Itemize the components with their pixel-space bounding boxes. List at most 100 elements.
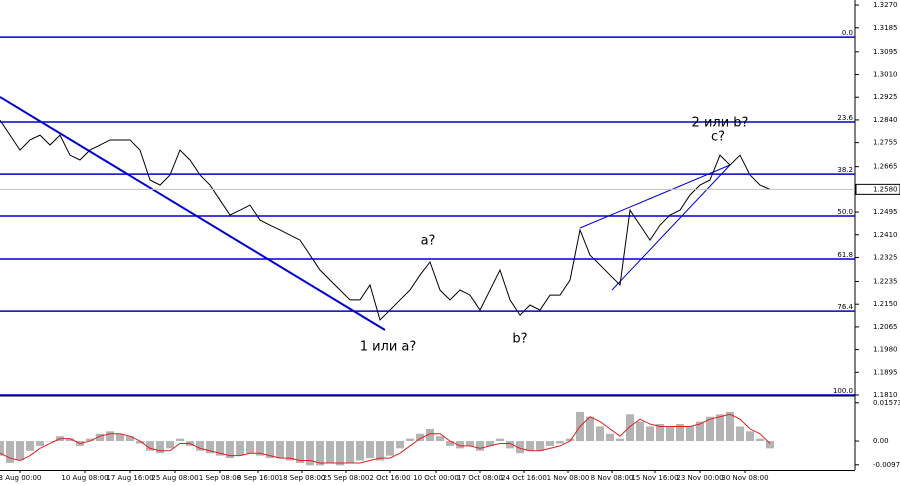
y-tick-label: -0.00977 [873, 461, 900, 469]
y-tick-label: 1.3270 [873, 1, 898, 9]
y-tick-label: 1.1980 [873, 346, 898, 354]
histogram-bar [286, 441, 294, 461]
x-tick-label: 2 Oct 16:00 [369, 474, 410, 482]
histogram-bar [436, 436, 444, 442]
histogram-bar [676, 424, 684, 442]
histogram-bar [36, 441, 44, 446]
histogram-bar [96, 433, 104, 442]
histogram-bar [106, 431, 114, 442]
current-price-box [855, 183, 900, 195]
x-tick-label: 17 Aug 16:00 [106, 474, 153, 482]
y-tick-label: 1.2925 [873, 93, 898, 101]
histogram-bar [636, 421, 644, 442]
histogram-bar [326, 441, 334, 463]
histogram-bar [746, 431, 754, 442]
y-tick-label: 1.2325 [873, 253, 898, 261]
y-tick-label: 1.2065 [873, 323, 898, 331]
histogram-bar [126, 436, 134, 442]
trend-line [0, 96, 386, 331]
fib-label: 76.4 [837, 303, 853, 311]
histogram-bar [136, 441, 144, 444]
histogram-bar [616, 438, 624, 442]
fib-label: 0.0 [842, 29, 853, 37]
histogram-bar [86, 438, 94, 442]
histogram-bar [416, 433, 424, 442]
histogram-bar [356, 441, 364, 461]
x-tick-label: 25 Aug 08:00 [151, 474, 198, 482]
histogram-bar [316, 441, 324, 466]
histogram-bar [716, 414, 724, 442]
histogram-bar [236, 441, 244, 456]
y-tick-label: 1.1810 [873, 391, 898, 399]
histogram-bar [276, 441, 284, 459]
x-tick-label: 23 Nov 00:00 [676, 474, 723, 482]
histogram-bar [766, 441, 774, 449]
x-tick-label: 8 Sep 16:00 [237, 474, 279, 482]
x-tick-label: 24 Oct 16:00 [501, 474, 547, 482]
histogram-bar [646, 426, 654, 442]
histogram-bar [626, 414, 634, 442]
histogram-bar [246, 441, 254, 454]
histogram-bar [156, 441, 164, 454]
histogram-bar [516, 441, 524, 454]
histogram-bar [666, 426, 674, 442]
histogram-bar [696, 421, 704, 442]
histogram-bar [206, 441, 214, 454]
histogram-bar [176, 438, 184, 442]
y-tick-label: 1.3010 [873, 71, 898, 79]
y-tick-label: 1.3185 [873, 24, 898, 32]
y-tick-label: 0.01573 [873, 399, 900, 407]
current-price-label: 1.2580 [873, 185, 898, 193]
y-tick-label: 1.2495 [873, 208, 898, 216]
fib-label: 38.2 [837, 166, 853, 174]
histogram-bar [526, 441, 534, 451]
histogram-bar [346, 441, 354, 463]
histogram-bar [596, 426, 604, 442]
histogram-bar [536, 441, 544, 451]
histogram-bar [546, 441, 554, 446]
wedge-line [611, 164, 731, 291]
x-tick-label: 10 Oct 00:00 [413, 474, 459, 482]
y-tick-label: 1.1895 [873, 368, 898, 376]
x-tick-label: 18 Sep 08:00 [279, 474, 326, 482]
signal-line [0, 413, 771, 464]
fib-label: 100.0 [833, 387, 853, 395]
histogram-bar [336, 441, 344, 466]
x-tick-label: 8 Nov 08:00 [591, 474, 634, 482]
y-tick-label: 0.00 [873, 437, 889, 445]
histogram-bar [686, 426, 694, 442]
y-tick-label: 1.2755 [873, 139, 898, 147]
histogram-bar [446, 441, 454, 446]
histogram-bar [556, 441, 564, 444]
histogram-bar [506, 441, 514, 449]
wave-label: b? [512, 332, 527, 347]
fib-label: 61.8 [837, 251, 853, 259]
histogram-bar [226, 441, 234, 459]
histogram-bar [26, 441, 34, 451]
histogram-bar [146, 441, 154, 451]
histogram-bar [756, 438, 764, 442]
histogram-bar [606, 433, 614, 442]
fib-label: 50.0 [837, 208, 853, 216]
x-tick-label: 17 Oct 08:00 [457, 474, 503, 482]
y-tick-label: 1.2840 [873, 116, 898, 124]
histogram-bar [216, 441, 224, 456]
histogram-bar [496, 438, 504, 442]
y-tick-label: 1.2235 [873, 277, 898, 285]
histogram-bar [396, 441, 404, 449]
histogram-bar [426, 428, 434, 442]
price-line [0, 119, 771, 321]
histogram-bar [466, 441, 474, 446]
histogram-bar [366, 441, 374, 459]
histogram-bar [586, 416, 594, 442]
histogram-bar [386, 441, 394, 456]
y-tick-label: 1.2410 [873, 231, 898, 239]
histogram-bar [116, 433, 124, 442]
histogram-bar [166, 441, 174, 449]
histogram-bar [476, 441, 484, 451]
histogram-bar [706, 416, 714, 442]
wave-label: a? [421, 234, 436, 249]
x-tick-label: 15 Nov 16:00 [631, 474, 678, 482]
